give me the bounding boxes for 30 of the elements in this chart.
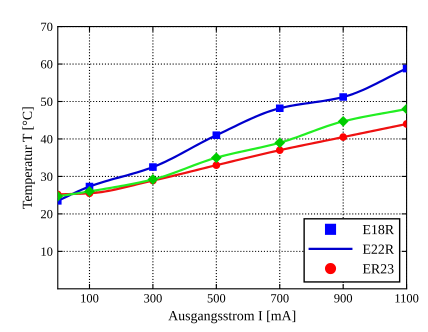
point: [212, 161, 220, 169]
point: [84, 186, 95, 197]
y-tick-label: 20: [40, 210, 52, 218]
legend-label: E18R: [362, 224, 394, 234]
x-tick-label: 1100: [395, 294, 418, 302]
y-tick-label: 60: [40, 60, 52, 68]
point: [276, 146, 284, 154]
x-tick-label: 700: [271, 294, 289, 302]
x-axis-title: Ausgangsstrom I [mA]: [168, 310, 296, 324]
point: [210, 152, 222, 164]
point: [339, 133, 347, 141]
point: [339, 93, 347, 101]
y-tick-label: 70: [41, 22, 52, 32]
point: [212, 131, 220, 140]
y-tick-label: 40: [40, 134, 52, 144]
x-tick-label: 300: [144, 294, 162, 302]
point: [274, 137, 286, 148]
y-tick-label: 50: [41, 98, 52, 106]
y-tick-label: 10: [42, 247, 52, 256]
x-tick-label: 100: [81, 294, 98, 302]
point: [338, 116, 349, 127]
point: [149, 163, 157, 171]
y-tick-label: 30: [41, 172, 52, 181]
point: [276, 104, 284, 112]
x-tick-label: 500: [208, 294, 226, 302]
legend-label: E22R: [362, 244, 394, 254]
y-axis-title: Temperatur T [°C]: [22, 107, 35, 209]
x-tick-label: 900: [334, 294, 352, 302]
point: [148, 174, 158, 185]
legend-label: ER23: [362, 264, 394, 274]
